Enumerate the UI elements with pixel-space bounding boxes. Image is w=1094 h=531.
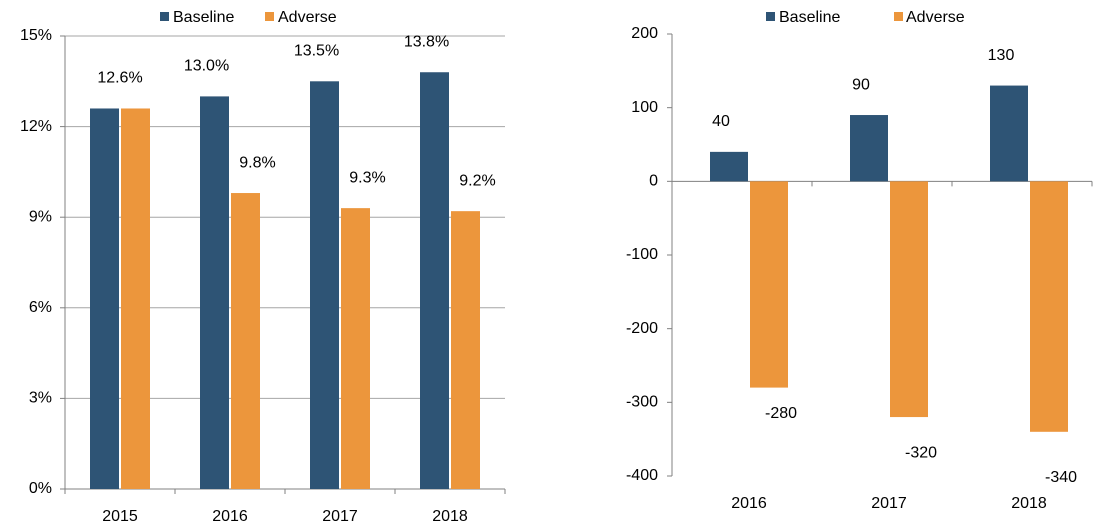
y-tick-label: 15% (20, 27, 52, 44)
x-tick-label: 2015 (102, 508, 138, 525)
data-label: 130 (988, 47, 1015, 64)
bar (710, 151, 748, 182)
data-label: -320 (905, 444, 937, 461)
legend-swatch (160, 12, 169, 21)
bar (200, 96, 229, 490)
y-tick-label: 100 (631, 99, 658, 116)
y-tick-label: 200 (631, 25, 658, 42)
y-tick-label: 6% (29, 299, 52, 316)
x-tick-label: 2016 (731, 495, 767, 512)
x-tick-label: 2016 (212, 508, 248, 525)
legend-label: Baseline (779, 9, 840, 26)
legend-swatch (265, 12, 274, 21)
bar (121, 108, 150, 489)
data-label: 90 (852, 76, 870, 93)
data-label: 9.8% (239, 154, 275, 171)
bar (231, 193, 260, 490)
y-tick-label: -300 (626, 394, 658, 411)
y-tick-label: 0 (649, 173, 658, 190)
legend-swatch (766, 12, 775, 21)
legend-label: Adverse (906, 9, 965, 26)
data-label: -280 (765, 405, 797, 422)
data-label: 13.5% (294, 43, 339, 60)
data-label: 13.0% (184, 58, 229, 75)
bar (420, 72, 449, 490)
x-tick-label: 2017 (322, 508, 358, 525)
legend-swatch (894, 12, 903, 21)
bar (310, 81, 339, 490)
x-tick-label: 2017 (871, 495, 907, 512)
bar (451, 211, 480, 489)
data-label: 12.6% (97, 70, 142, 87)
y-tick-label: 0% (29, 480, 52, 497)
bar (1030, 181, 1068, 432)
y-tick-label: -100 (626, 246, 658, 263)
bar (341, 208, 370, 489)
data-label: 40 (712, 113, 730, 130)
x-tick-label: 2018 (432, 508, 468, 525)
legend-label: Adverse (278, 9, 337, 26)
y-tick-label: -200 (626, 320, 658, 337)
data-label: 13.8% (404, 33, 449, 50)
y-tick-label: -400 (626, 467, 658, 484)
bar (850, 115, 888, 182)
data-label: -340 (1045, 469, 1077, 486)
x-tick-label: 2018 (1011, 495, 1047, 512)
data-label: 9.2% (459, 172, 495, 189)
bar (990, 85, 1028, 182)
y-tick-label: 3% (29, 390, 52, 407)
y-tick-label: 12% (20, 118, 52, 135)
bar (90, 108, 119, 489)
y-tick-label: 9% (29, 208, 52, 225)
data-label: 9.3% (349, 169, 385, 186)
legend-label: Baseline (173, 9, 234, 26)
bar (890, 181, 928, 418)
bar (750, 181, 788, 388)
